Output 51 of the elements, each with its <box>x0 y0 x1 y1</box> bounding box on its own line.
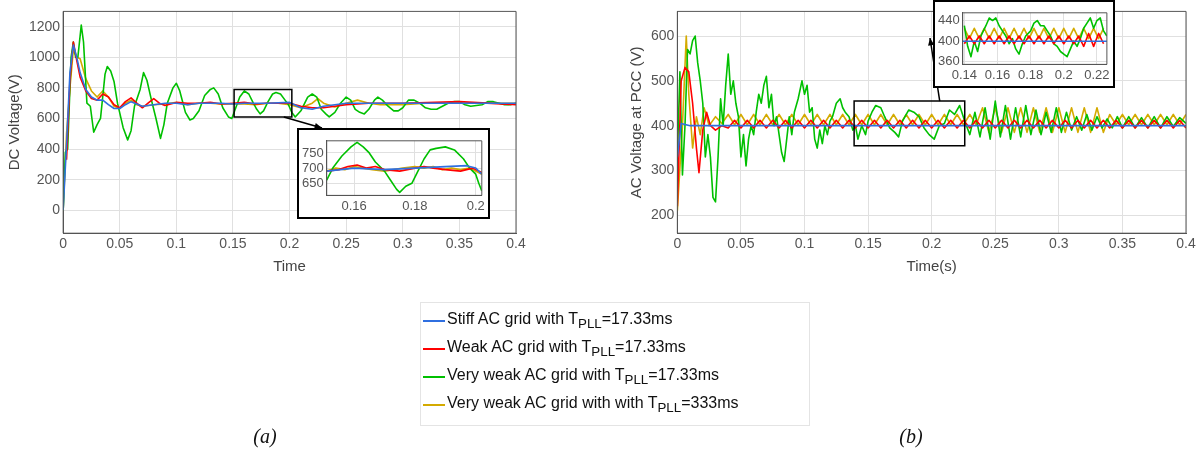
x-axis-title: Time(s) <box>906 257 957 275</box>
x-tick-label: 0.4 <box>1176 235 1196 252</box>
x-tick-label: 0.1 <box>166 235 187 252</box>
y-tick-label: 700 <box>301 159 324 175</box>
text: (a) <box>252 425 278 448</box>
y-tick-label: 1000 <box>28 48 61 65</box>
y-tick-label: 1200 <box>28 17 61 34</box>
y-tick-label: 800 <box>36 78 61 95</box>
x-tick-label: 0.2 <box>466 197 485 213</box>
text: (b) <box>898 425 924 448</box>
x-tick-label: 0.35 <box>445 235 474 252</box>
y-tick-label: 440 <box>937 12 960 28</box>
x-tick-label: 0.16 <box>984 66 1011 82</box>
x-tick-label: 0.3 <box>393 235 413 252</box>
y-tick-label: 600 <box>651 26 675 43</box>
x-tick-label: 0.2 <box>279 235 300 252</box>
x-tick-label: 0.35 <box>1108 235 1137 252</box>
x-tick-label: 0.1 <box>794 235 815 252</box>
x-tick-label: 0.15 <box>219 235 247 252</box>
x-tick-label: 0.25 <box>981 235 1010 252</box>
legend-label: Very weak AC grid with T$_{PLL}$=17.33ms <box>447 366 719 388</box>
y-axis-title: DC Voltage(V) <box>5 74 23 171</box>
x-tick-label: 0.14 <box>951 66 977 82</box>
y-tick-label: 200 <box>651 206 675 223</box>
y-tick-label: 400 <box>36 139 61 156</box>
x-tick-label: 0.22 <box>1084 66 1110 82</box>
x-tick-label: 0.05 <box>727 235 755 252</box>
y-tick-label: 200 <box>36 170 61 187</box>
x-tick-label: 0.4 <box>506 235 526 252</box>
x-tick-label: 0.2 <box>921 235 942 252</box>
y-tick-label: 400 <box>937 32 960 48</box>
legend-label: Stiff AC grid with T$_{PLL}$=17.33ms <box>447 310 673 332</box>
x-tick-label: 0.3 <box>1049 235 1069 252</box>
x-tick-label: 0.18 <box>402 197 428 213</box>
y-tick-label: 400 <box>651 116 675 133</box>
y-tick-label: 650 <box>301 174 324 190</box>
x-axis-title: Time <box>273 257 306 275</box>
y-axis-title: AC Voltage at PCC (V) <box>627 46 645 199</box>
legend-label: Very weak AC grid with with T$_{PLL}$=333ms <box>447 394 739 416</box>
x-tick-label: 0.15 <box>854 235 882 252</box>
y-tick-label: 750 <box>301 144 324 160</box>
x-tick-label: 0.25 <box>332 235 361 252</box>
x-tick-label: 0.2 <box>1054 66 1073 82</box>
legend-label: Weak AC grid with T$_{PLL}$=17.33ms <box>447 338 686 360</box>
y-tick-label: 300 <box>651 161 675 178</box>
y-tick-label: 360 <box>937 53 960 69</box>
y-tick-label: 600 <box>36 109 61 126</box>
x-tick-label: 0.16 <box>341 197 367 213</box>
x-tick-label: 0.18 <box>1017 66 1044 82</box>
x-tick-label: 0.05 <box>106 235 134 252</box>
y-tick-label: 500 <box>651 71 675 88</box>
